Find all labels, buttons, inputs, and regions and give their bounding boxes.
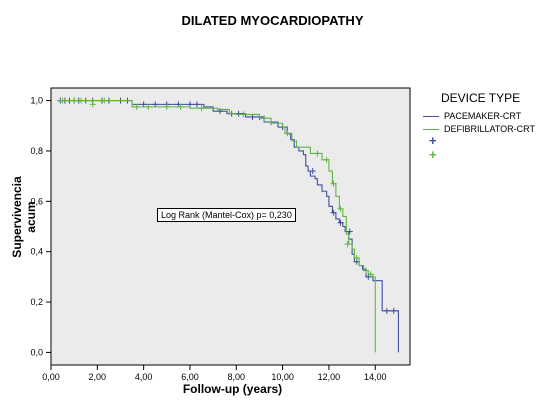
censor-mark-defibrillator-crt: [284, 130, 291, 137]
x-tick-label: 10,00: [271, 372, 294, 382]
y-tick-label: 0,8: [30, 146, 43, 156]
legend-label-pacemaker: PACEMAKER-CRT: [444, 111, 522, 121]
censor-mark-pacemaker-crt: [390, 307, 397, 314]
censor-mark-defibrillator-crt: [353, 254, 360, 261]
censor-mark-defibrillator-crt: [163, 103, 170, 110]
legend-label-defibrillator: DEFIBRILLATOR-CRT: [444, 124, 536, 134]
censor-mark-defibrillator-crt: [261, 115, 268, 122]
censor-mark-defibrillator-crt: [344, 241, 351, 248]
chart-title: DILATED MYOCARDIOPATHY: [181, 13, 364, 28]
censor-mark-defibrillator-crt: [314, 150, 321, 157]
censor-mark-pacemaker-crt: [193, 101, 200, 108]
censor-mark-defibrillator-crt: [78, 97, 85, 104]
x-tick-label: 4,00: [135, 372, 153, 382]
y-tick-label: 0,4: [30, 247, 43, 257]
censor-mark-defibrillator-crt: [71, 97, 78, 104]
legend-title: DEVICE TYPE: [441, 91, 521, 105]
censor-mark-defibrillator-crt: [89, 101, 96, 108]
x-tick-label: 6,00: [181, 372, 199, 382]
x-tick-label: 14,00: [364, 372, 387, 382]
axes: 0,00 2,00 4,00 6,00 8,00 10,00 12,00 14,00 0,0 0,…: [30, 96, 386, 382]
legend-censor-mark-pacemaker: +: [429, 133, 437, 148]
censor-mark-defibrillator-crt: [240, 111, 247, 118]
x-tick-label: 12,00: [318, 372, 341, 382]
x-tick-label: 2,00: [89, 372, 107, 382]
legend-entry-pacemaker: PACEMAKER-CRT: [423, 111, 545, 122]
censor-mark-defibrillator-crt: [337, 205, 344, 212]
log-rank-annotation: Log Rank (Mantel-Cox) p= 0,230: [157, 208, 296, 222]
censor-mark-defibrillator-crt: [198, 105, 205, 112]
y-tick-label: 0,6: [30, 196, 43, 206]
censor-mark-pacemaker-crt: [346, 228, 353, 235]
censor-mark-pacemaker-crt: [383, 307, 390, 314]
censor-mark-defibrillator-crt: [145, 103, 152, 110]
x-tick-label: 8,00: [228, 372, 246, 382]
legend-swatch-pacemaker: [423, 116, 439, 117]
censor-mark-defibrillator-crt: [177, 103, 184, 110]
censor-mark-defibrillator-crt: [323, 156, 330, 163]
legend-swatch-defibrillator: [423, 129, 439, 130]
legend-censor-mark-defibrillator: +: [429, 147, 437, 162]
censor-mark-pacemaker-crt: [330, 209, 337, 216]
survival-curves: [57, 97, 399, 353]
censor-mark-defibrillator-crt: [362, 267, 369, 274]
plot-area: [50, 87, 411, 366]
censor-mark-defibrillator-crt: [330, 180, 337, 187]
x-tick-label: 0,00: [42, 372, 60, 382]
censor-mark-defibrillator-crt: [367, 271, 374, 278]
censor-mark-defibrillator-crt: [101, 97, 108, 104]
y-tick-label: 0,0: [30, 347, 43, 357]
censor-mark-defibrillator-crt: [59, 97, 66, 104]
censor-mark-defibrillator-crt: [133, 103, 140, 110]
x-axis-label: Follow-up (years): [182, 382, 283, 396]
y-tick-label: 1,0: [30, 96, 43, 106]
y-tick-label: 0,2: [30, 297, 43, 307]
legend-entry-defibrillator: DEFIBRILLATOR-CRT: [423, 124, 545, 135]
censor-mark-pacemaker-crt: [309, 168, 316, 175]
censor-mark-pacemaker-crt: [337, 219, 344, 226]
